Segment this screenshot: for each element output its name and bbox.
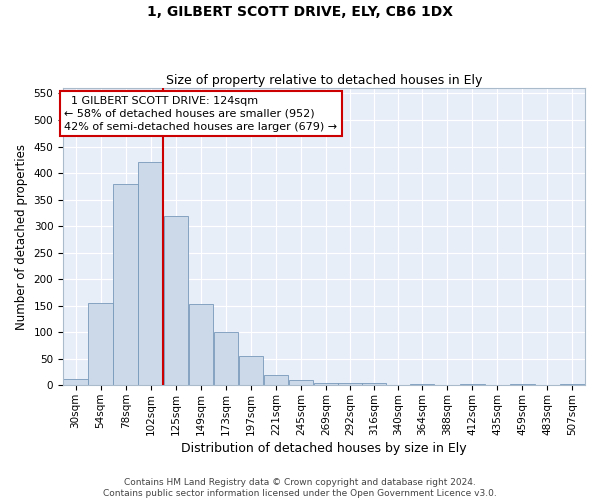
Bar [164, 216, 188, 386]
Bar [314, 382, 338, 386]
Text: Contains HM Land Registry data © Crown copyright and database right 2024.
Contai: Contains HM Land Registry data © Crown c… [103, 478, 497, 498]
Bar [338, 382, 362, 386]
Bar [386, 385, 410, 386]
Bar [239, 356, 263, 386]
Title: Size of property relative to detached houses in Ely: Size of property relative to detached ho… [166, 74, 482, 87]
Bar [510, 384, 535, 386]
Bar [410, 384, 434, 386]
Bar [460, 384, 485, 386]
Y-axis label: Number of detached properties: Number of detached properties [15, 144, 28, 330]
Bar [113, 184, 138, 386]
Bar [63, 379, 88, 386]
X-axis label: Distribution of detached houses by size in Ely: Distribution of detached houses by size … [181, 442, 467, 455]
Bar [362, 382, 386, 386]
Bar [264, 374, 288, 386]
Bar [435, 385, 460, 386]
Bar [214, 332, 238, 386]
Text: 1 GILBERT SCOTT DRIVE: 124sqm
← 58% of detached houses are smaller (952)
42% of : 1 GILBERT SCOTT DRIVE: 124sqm ← 58% of d… [64, 96, 337, 132]
Bar [485, 385, 509, 386]
Bar [560, 384, 585, 386]
Bar [188, 304, 213, 386]
Bar [139, 162, 163, 386]
Bar [535, 385, 560, 386]
Bar [289, 380, 313, 386]
Text: 1, GILBERT SCOTT DRIVE, ELY, CB6 1DX: 1, GILBERT SCOTT DRIVE, ELY, CB6 1DX [147, 5, 453, 19]
Bar [88, 303, 113, 386]
